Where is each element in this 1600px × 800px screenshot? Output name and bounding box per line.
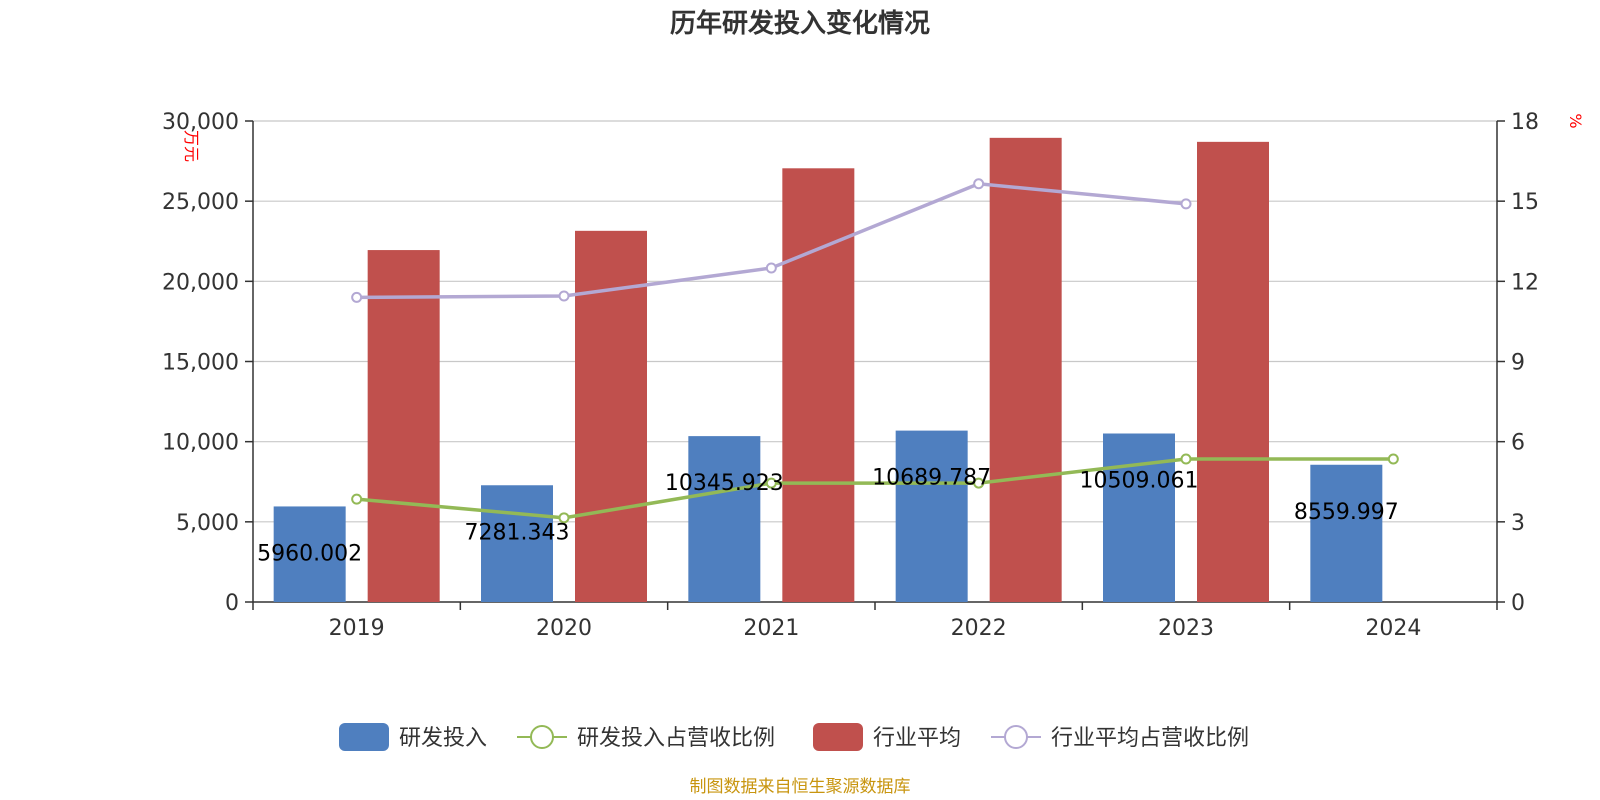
source-text: 制图数据来自恒生聚源数据库 — [690, 777, 911, 797]
x-tick-label: 2024 — [1365, 616, 1421, 641]
left-tick-label: 0 — [225, 591, 239, 616]
line-point — [765, 262, 777, 274]
bar-rd-2020 — [481, 485, 553, 602]
line-1 — [356, 457, 1394, 520]
chart-title: 历年研发投入变化情况 — [670, 8, 930, 39]
line-point — [1180, 198, 1192, 210]
legend: 研发投入 研发投入占营收比例 行业平均 行业平均占营收比例 — [339, 723, 1249, 751]
data-label: 10509.061 — [1080, 469, 1199, 494]
left-tick-label: 30,000 — [162, 110, 239, 135]
right-tick-label: 9 — [1511, 351, 1525, 376]
right-axis-unit: % — [1566, 113, 1585, 128]
left-tick-label: 5,000 — [176, 511, 239, 536]
lines — [351, 178, 1399, 524]
right-tick-label: 12 — [1511, 270, 1539, 295]
legend-swatch — [339, 723, 389, 751]
data-label: 10689.787 — [872, 466, 991, 491]
x-axis: 2019 2020 2021 2022 2023 2024 — [252, 601, 1498, 641]
legend-label: 研发投入占营收比例 — [577, 726, 775, 751]
right-tick-label: 18 — [1511, 110, 1539, 135]
line-point — [558, 512, 570, 524]
right-axis: 0 3 6 9 12 15 18% — [1496, 110, 1585, 616]
bar-rd-2019 — [273, 506, 346, 602]
right-tick-label: 6 — [1511, 431, 1525, 456]
left-tick-label: 15,000 — [162, 351, 239, 376]
x-tick-label: 2023 — [1158, 616, 1214, 641]
bar-rd-2024 — [1310, 464, 1383, 602]
bar-industry-2022 — [989, 137, 1062, 602]
data-labels: 5960.002 7281.343 10345.923 10689.787 10509.… — [257, 466, 1399, 567]
bar-rd-2022 — [895, 430, 968, 602]
x-tick-label: 2020 — [536, 616, 592, 641]
legend-label: 行业平均 — [873, 726, 961, 751]
bar-rd-2023 — [1103, 433, 1175, 602]
line-point — [973, 477, 985, 489]
line-point — [1180, 453, 1192, 465]
line-point — [765, 477, 777, 489]
bars — [273, 137, 1383, 603]
left-tick-label: 10,000 — [162, 431, 239, 456]
legend-label: 行业平均占营收比例 — [1051, 726, 1249, 751]
data-label: 5960.002 — [257, 541, 362, 566]
right-tick-label: 3 — [1511, 511, 1525, 536]
data-label: 8559.997 — [1294, 500, 1399, 525]
bar-industry-2023 — [1197, 141, 1269, 603]
data-label: 10345.923 — [665, 471, 784, 496]
legend-swatch-marker — [1004, 725, 1028, 749]
bar-industry-2019 — [367, 250, 440, 602]
x-tick-label: 2019 — [329, 616, 385, 641]
left-tick-label: 20,000 — [162, 270, 239, 295]
line-point — [973, 178, 985, 190]
data-label: 7281.343 — [465, 520, 570, 545]
bar-rd-2021 — [688, 436, 761, 602]
line-point — [351, 291, 363, 303]
right-tick-label: 15 — [1511, 190, 1539, 215]
bar-industry-2021 — [782, 168, 855, 602]
legend-label: 研发投入 — [399, 726, 487, 751]
right-tick-label: 0 — [1511, 591, 1525, 616]
legend-swatch-marker — [530, 725, 554, 749]
legend-swatch — [813, 723, 863, 751]
left-tick-label: 25,000 — [162, 190, 239, 215]
line-point — [351, 493, 363, 505]
grid — [253, 120, 1497, 523]
left-axis-unit: 万元 — [182, 130, 201, 162]
line-point — [558, 290, 570, 302]
line-point — [1387, 453, 1399, 465]
x-tick-label: 2022 — [951, 616, 1007, 641]
x-tick-label: 2021 — [743, 616, 799, 641]
